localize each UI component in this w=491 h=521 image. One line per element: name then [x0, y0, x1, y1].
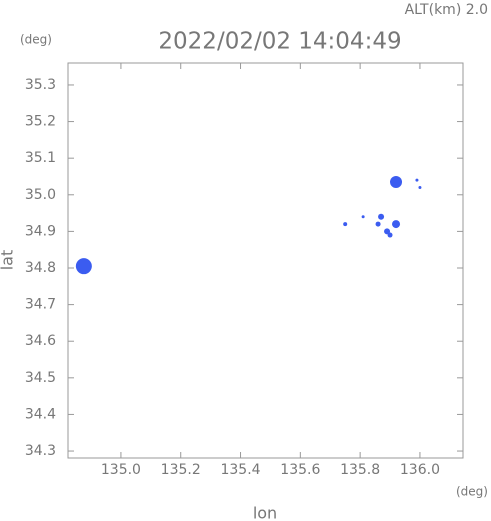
x-tick-label: 135.0 — [101, 462, 141, 478]
echo-point — [415, 178, 419, 182]
y-tick-label: 35.1 — [25, 150, 56, 166]
y-tick-label: 34.5 — [25, 370, 56, 386]
echo-point — [75, 258, 92, 275]
x-tick-label: 135.2 — [161, 462, 201, 478]
echo-point — [343, 222, 348, 227]
plot-frame — [67, 62, 464, 459]
chart-title: 2022/02/02 14:04:49 — [158, 29, 401, 55]
x-unit: (deg) — [456, 485, 488, 499]
y-tick-label: 34.6 — [25, 333, 56, 349]
y-tick-label: 35.0 — [25, 187, 56, 203]
echo-point — [392, 220, 401, 229]
echo-point — [384, 228, 391, 235]
y-tick-label: 35.2 — [25, 114, 56, 130]
echo-point — [387, 232, 393, 238]
echo-point — [390, 175, 403, 188]
echo-point — [418, 185, 422, 189]
y-unit: (deg) — [20, 33, 52, 47]
x-tick-label: 135.8 — [340, 462, 380, 478]
y-tick-label: 35.3 — [25, 77, 56, 93]
subtitle: ALT(km) 2.0 — [405, 2, 488, 18]
x-tick-label: 135.6 — [280, 462, 320, 478]
y-tick-label: 34.3 — [25, 443, 56, 459]
x-tick-label: 135.4 — [220, 462, 260, 478]
echo-point — [378, 213, 385, 220]
y-tick-label: 34.9 — [25, 223, 56, 239]
y-tick-label: 34.7 — [25, 297, 56, 313]
x-tick-label: 136.0 — [400, 462, 440, 478]
y-tick-label: 34.8 — [25, 260, 56, 276]
y-axis-label: lat — [0, 250, 17, 271]
echo-point — [361, 215, 365, 219]
echo-point — [375, 221, 381, 227]
x-axis-label: lon — [253, 504, 277, 521]
y-tick-label: 34.4 — [25, 406, 56, 422]
